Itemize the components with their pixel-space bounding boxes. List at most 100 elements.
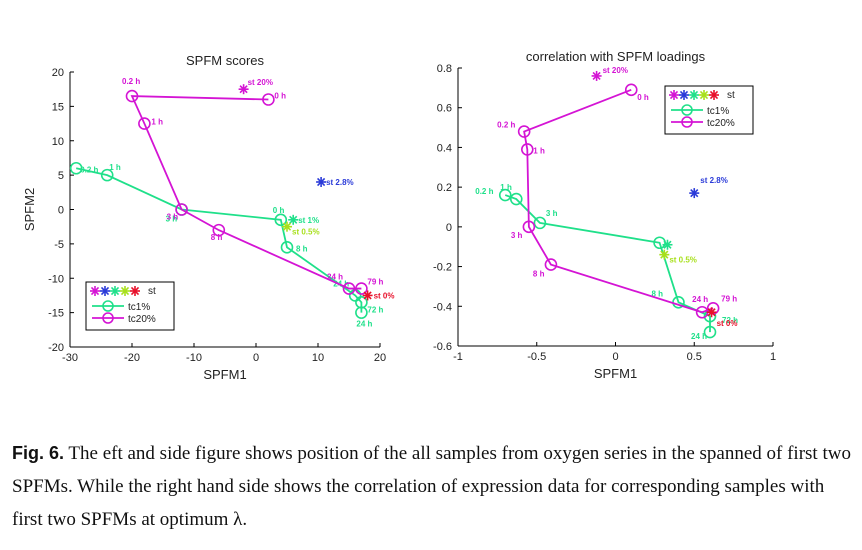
point-label: 24 h bbox=[327, 273, 343, 282]
series-tc20%: 0 h 0.2 h 1 h 3 h 8 h 24 h 79 h bbox=[122, 77, 384, 295]
y-tick-label: 0.4 bbox=[437, 142, 452, 154]
point-label: 0 h bbox=[637, 93, 649, 102]
point-label: 0.2 h bbox=[80, 165, 98, 174]
x-axis-label: SPFM1 bbox=[203, 367, 246, 382]
series-line bbox=[523, 89, 714, 314]
data-point bbox=[138, 117, 151, 130]
point-label: 24 h bbox=[333, 279, 349, 288]
star-marker bbox=[316, 177, 327, 187]
caption-label: Fig. 6. bbox=[12, 443, 65, 463]
data-point bbox=[509, 192, 523, 206]
data-point bbox=[212, 223, 226, 237]
data-point bbox=[100, 168, 114, 182]
chart-title: SPFM scores bbox=[186, 53, 265, 68]
series-tc1%: 0.2 h 1 h 3 h 8 h 72 h 24 h bbox=[475, 183, 738, 341]
legend-star-stroke bbox=[679, 90, 689, 100]
y-axis-label: SPFM2 bbox=[22, 188, 37, 231]
data-point bbox=[533, 216, 547, 230]
star-marker-stroke bbox=[316, 177, 326, 187]
legend-label: tc20% bbox=[128, 314, 156, 325]
y-tick-label: -20 bbox=[48, 342, 64, 354]
point-label: 0.2 h bbox=[475, 187, 493, 196]
x-axis-label: SPFM1 bbox=[594, 366, 637, 381]
x-tick-label: 20 bbox=[374, 352, 386, 364]
point-label: 8 h bbox=[533, 270, 545, 279]
y-tick-label: -0.2 bbox=[433, 262, 452, 274]
data-point bbox=[498, 188, 512, 202]
x-tick-label: -10 bbox=[186, 352, 202, 364]
y-tick-label: 0.2 bbox=[437, 182, 452, 194]
star-marker-stroke bbox=[707, 308, 716, 317]
y-tick-label: -10 bbox=[48, 273, 64, 285]
y-tick-label: -15 bbox=[48, 308, 64, 320]
star-marker-stroke bbox=[690, 188, 699, 198]
legend-star-stroke bbox=[90, 286, 100, 296]
legend-star-stroke bbox=[110, 286, 120, 296]
legend-star bbox=[110, 286, 120, 296]
data-point bbox=[517, 125, 531, 138]
series-line bbox=[130, 95, 362, 290]
point-label: 0 h bbox=[274, 92, 286, 101]
data-point bbox=[520, 143, 534, 156]
data-point bbox=[274, 213, 288, 227]
legend-marker bbox=[681, 116, 693, 128]
star-marker bbox=[662, 239, 673, 250]
point-label: 24 h bbox=[692, 295, 708, 304]
point-label: 79 h bbox=[721, 294, 737, 303]
point-label: 3 h bbox=[546, 209, 558, 218]
y-tick-label: 0 bbox=[446, 222, 452, 234]
y-tick-label: -0.6 bbox=[433, 341, 452, 353]
legend-star-stroke bbox=[689, 90, 699, 100]
star-marker bbox=[706, 307, 717, 318]
legend-label: tc1% bbox=[128, 302, 150, 313]
legend-star bbox=[709, 90, 719, 100]
star-label: st 2.8% bbox=[326, 178, 354, 187]
point-label: 72 h bbox=[367, 305, 383, 314]
legend-star-stroke bbox=[709, 90, 719, 100]
star-marker-stroke bbox=[239, 85, 248, 94]
legend-star-stroke bbox=[669, 90, 679, 100]
point-label: 8 h bbox=[296, 244, 308, 253]
star-marker bbox=[238, 84, 249, 95]
point-label: 24 h bbox=[691, 332, 707, 341]
point-label: 1 h bbox=[500, 183, 512, 192]
correlation-plot: -1 -0.5 0 0.5 1 -0.6 -0.4 -0.2 0 0.2 0.4 0.6 0.8 corr… bbox=[433, 49, 776, 381]
data-point bbox=[348, 289, 362, 302]
series-tc1%: 0.2 h 1 h 3 h 0 h 8 h 24 h 72 h 24 h bbox=[69, 161, 384, 329]
star-marker bbox=[689, 188, 700, 199]
point-label: 3 h bbox=[167, 213, 179, 222]
data-point bbox=[522, 220, 536, 234]
star-marker bbox=[591, 70, 602, 81]
star-marker bbox=[362, 290, 373, 301]
star-marker-stroke bbox=[282, 222, 292, 231]
x-tick-label: -20 bbox=[124, 352, 140, 364]
legend-star bbox=[699, 90, 709, 100]
data-point bbox=[262, 93, 275, 106]
point-label: 24 h bbox=[356, 320, 372, 329]
data-point bbox=[355, 282, 368, 295]
series-line bbox=[76, 167, 363, 313]
star-label: st 0.5% bbox=[669, 256, 697, 265]
x-tick-label: 0 bbox=[612, 351, 618, 363]
point-label: 1 h bbox=[533, 146, 545, 155]
data-point bbox=[342, 282, 356, 295]
star-marker-stroke bbox=[660, 250, 669, 259]
point-label: 1 h bbox=[109, 163, 121, 172]
data-point bbox=[175, 203, 188, 216]
point-label: 0.2 h bbox=[122, 77, 140, 86]
star-marker bbox=[659, 249, 670, 260]
chart-title: correlation with SPFM loadings bbox=[526, 49, 706, 64]
star-label: st 1% bbox=[298, 216, 319, 225]
point-label: 1 h bbox=[151, 118, 163, 127]
legend-star bbox=[120, 286, 130, 296]
star-label: st 2.8% bbox=[700, 176, 728, 185]
star-label: st 20% bbox=[248, 78, 273, 87]
legend-star bbox=[130, 286, 140, 296]
y-tick-label: 20 bbox=[52, 67, 64, 79]
x-tick-label: 0.5 bbox=[687, 351, 702, 363]
x-tick-label: 0 bbox=[253, 352, 259, 364]
legend-star-stroke bbox=[130, 286, 140, 296]
star-marker bbox=[288, 214, 299, 225]
